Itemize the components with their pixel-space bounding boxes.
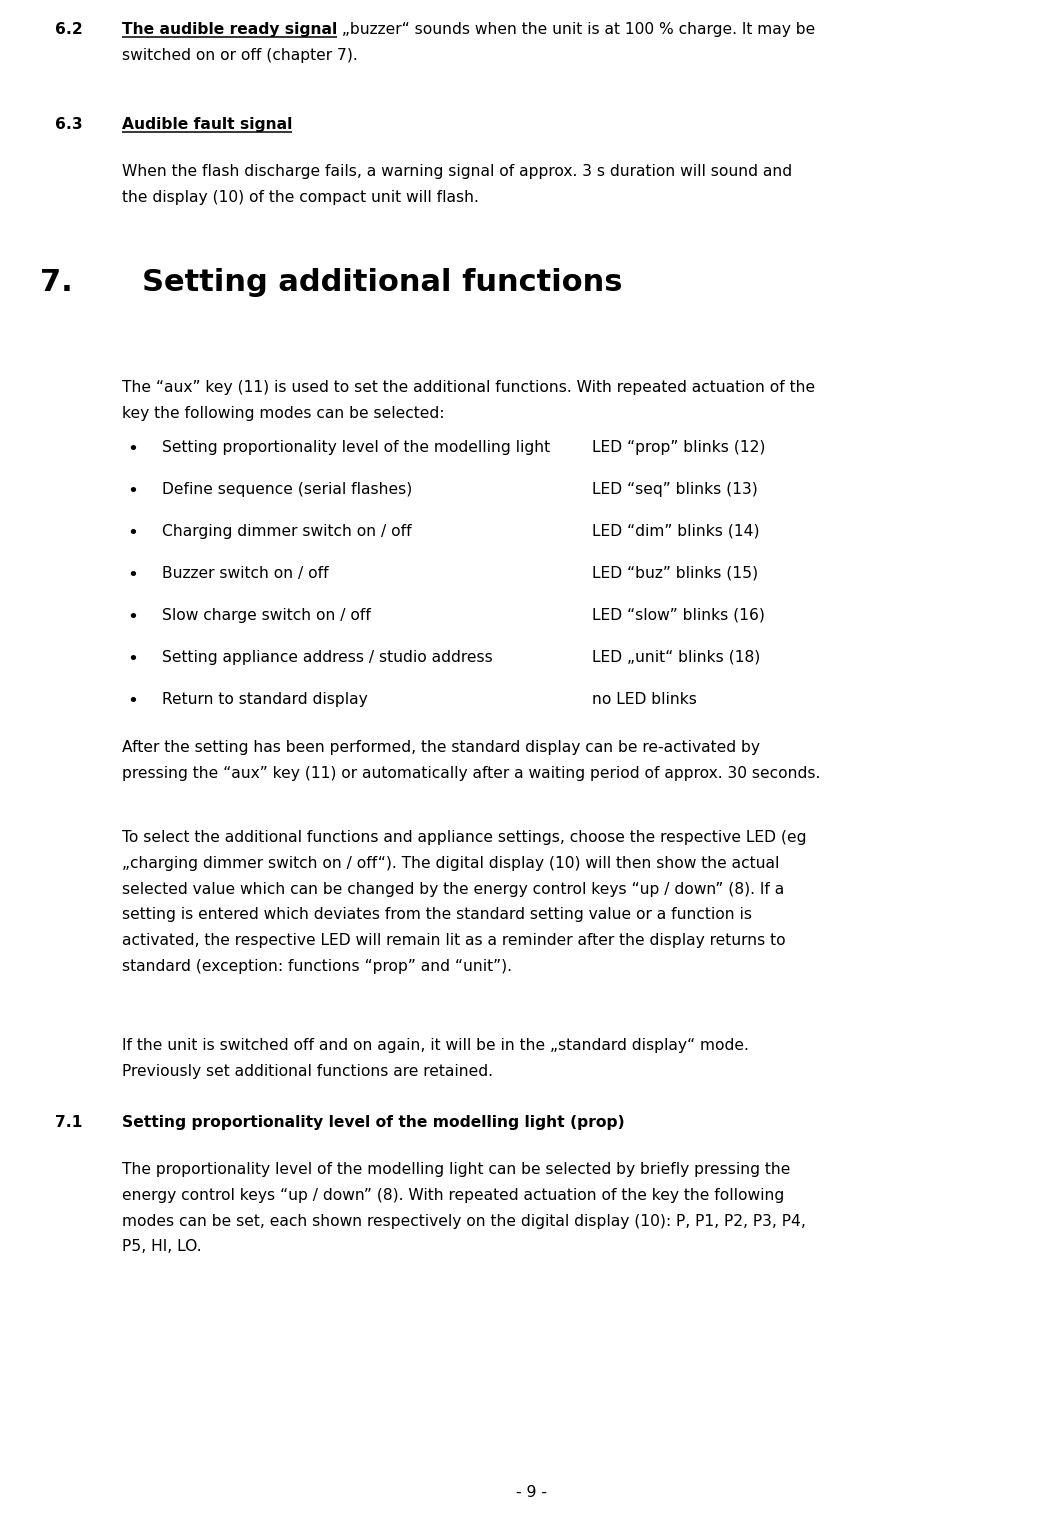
Text: - 9 -: - 9 - <box>515 1485 547 1501</box>
Text: „buzzer“ sounds when the unit is at 100 % charge. It may be: „buzzer“ sounds when the unit is at 100 … <box>338 21 816 37</box>
Text: key the following modes can be selected:: key the following modes can be selected: <box>122 406 445 420</box>
Text: LED “dim” blinks (14): LED “dim” blinks (14) <box>592 524 759 539</box>
Text: LED “seq” blinks (13): LED “seq” blinks (13) <box>592 482 758 498</box>
Text: modes can be set, each shown respectively on the digital display (10): P, P1, P2: modes can be set, each shown respectivel… <box>122 1213 806 1228</box>
Text: energy control keys “up / down” (8). With repeated actuation of the key the foll: energy control keys “up / down” (8). Wit… <box>122 1187 784 1202</box>
Text: LED “slow” blinks (16): LED “slow” blinks (16) <box>592 607 765 622</box>
Text: standard (exception: functions “prop” and “unit”).: standard (exception: functions “prop” an… <box>122 959 512 974</box>
Text: To select the additional functions and appliance settings, choose the respective: To select the additional functions and a… <box>122 829 806 845</box>
Text: P5, HI, LO.: P5, HI, LO. <box>122 1239 202 1254</box>
Text: Buzzer switch on / off: Buzzer switch on / off <box>162 566 328 581</box>
Text: •: • <box>127 566 138 584</box>
Text: switched on or off (chapter 7).: switched on or off (chapter 7). <box>122 47 358 62</box>
Text: „charging dimmer switch on / off“). The digital display (10) will then show the : „charging dimmer switch on / off“). The … <box>122 855 780 871</box>
Text: Slow charge switch on / off: Slow charge switch on / off <box>162 607 371 622</box>
Text: setting is entered which deviates from the standard setting value or a function : setting is entered which deviates from t… <box>122 907 752 922</box>
Text: The audible ready signal: The audible ready signal <box>122 21 338 37</box>
Text: Previously set additional functions are retained.: Previously set additional functions are … <box>122 1064 493 1079</box>
Text: the display (10) of the compact unit will flash.: the display (10) of the compact unit wil… <box>122 190 479 205</box>
Text: 6.3: 6.3 <box>55 117 83 132</box>
Text: Setting appliance address / studio address: Setting appliance address / studio addre… <box>162 650 493 665</box>
Text: Return to standard display: Return to standard display <box>162 693 367 708</box>
Text: After the setting has been performed, the standard display can be re-activated b: After the setting has been performed, th… <box>122 740 760 755</box>
Text: 7.: 7. <box>40 268 73 297</box>
Text: •: • <box>127 440 138 458</box>
Text: 6.2: 6.2 <box>55 21 83 37</box>
Text: •: • <box>127 524 138 542</box>
Text: Setting additional functions: Setting additional functions <box>142 268 622 297</box>
Text: Define sequence (serial flashes): Define sequence (serial flashes) <box>162 482 412 498</box>
Text: Audible fault signal: Audible fault signal <box>122 117 292 132</box>
Text: LED „unit“ blinks (18): LED „unit“ blinks (18) <box>592 650 760 665</box>
Text: Setting proportionality level of the modelling light: Setting proportionality level of the mod… <box>162 440 550 455</box>
Text: pressing the “aux” key (11) or automatically after a waiting period of approx. 3: pressing the “aux” key (11) or automatic… <box>122 766 820 781</box>
Text: •: • <box>127 693 138 709</box>
Text: The proportionality level of the modelling light can be selected by briefly pres: The proportionality level of the modelli… <box>122 1161 790 1177</box>
Text: •: • <box>127 607 138 626</box>
Text: no LED blinks: no LED blinks <box>592 693 697 708</box>
Text: •: • <box>127 482 138 501</box>
Text: Setting proportionality level of the modelling light (prop): Setting proportionality level of the mod… <box>122 1116 624 1129</box>
Text: •: • <box>127 650 138 668</box>
Text: If the unit is switched off and on again, it will be in the „standard display“ m: If the unit is switched off and on again… <box>122 1038 749 1053</box>
Text: LED “buz” blinks (15): LED “buz” blinks (15) <box>592 566 758 581</box>
Text: LED “prop” blinks (12): LED “prop” blinks (12) <box>592 440 766 455</box>
Text: When the flash discharge fails, a warning signal of approx. 3 s duration will so: When the flash discharge fails, a warnin… <box>122 164 792 180</box>
Text: Charging dimmer switch on / off: Charging dimmer switch on / off <box>162 524 412 539</box>
Text: 7.1: 7.1 <box>55 1116 83 1129</box>
Text: selected value which can be changed by the energy control keys “up / down” (8). : selected value which can be changed by t… <box>122 881 784 896</box>
Text: The “aux” key (11) is used to set the additional functions. With repeated actuat: The “aux” key (11) is used to set the ad… <box>122 380 816 396</box>
Text: activated, the respective LED will remain lit as a reminder after the display re: activated, the respective LED will remai… <box>122 933 786 948</box>
